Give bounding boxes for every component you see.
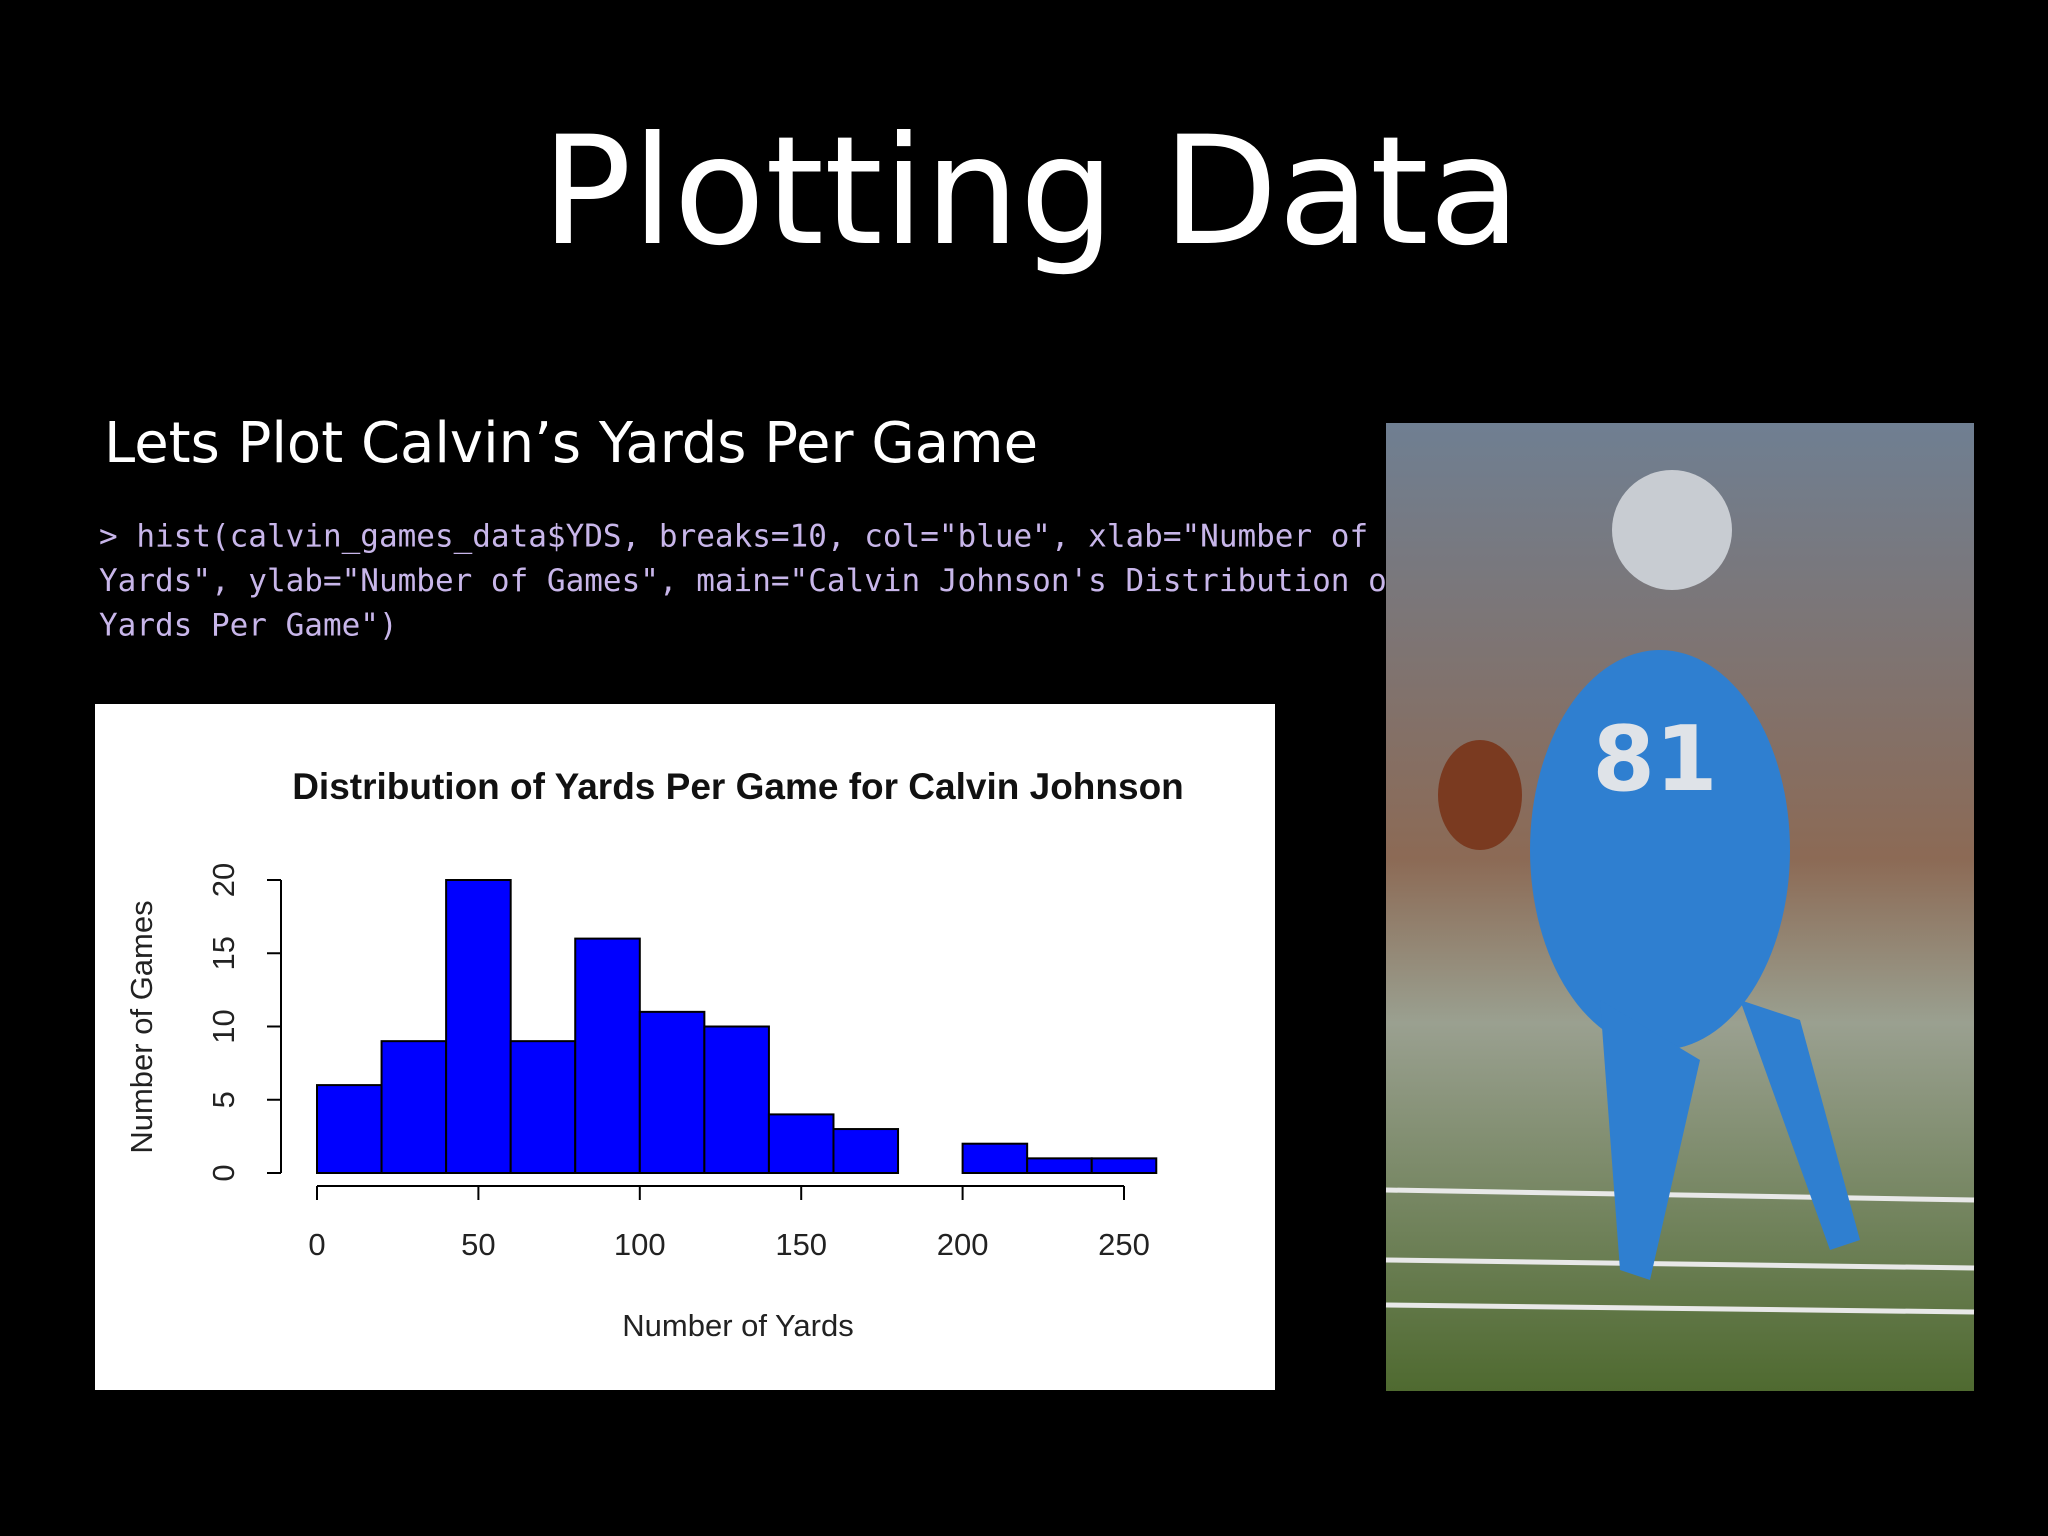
x-tick-label: 100 bbox=[614, 1227, 666, 1262]
player-photo: 81 bbox=[1385, 423, 1975, 1391]
bar bbox=[380, 1040, 448, 1175]
bar bbox=[316, 1084, 383, 1174]
chart-title: Distribution of Yards Per Game for Calvi… bbox=[292, 766, 1184, 807]
x-tick-label: 150 bbox=[775, 1227, 827, 1262]
subtitle: Lets Plot Calvin’s Yards Per Game bbox=[104, 411, 1038, 476]
bar bbox=[767, 1113, 835, 1175]
y-axis-label: Number of Games bbox=[124, 900, 159, 1153]
slide-title: Plotting Data bbox=[541, 105, 1520, 279]
x-tick-label: 50 bbox=[461, 1227, 495, 1262]
football bbox=[1438, 740, 1522, 850]
x-tick-label: 200 bbox=[937, 1227, 989, 1262]
bar bbox=[832, 1128, 900, 1175]
jersey bbox=[1530, 650, 1790, 1050]
y-tick-label: 15 bbox=[206, 936, 241, 970]
bar bbox=[574, 937, 641, 1174]
jersey-number: 81 bbox=[1592, 707, 1717, 812]
code-line: > hist(calvin_games_data$YDS, breaks=10,… bbox=[99, 519, 1368, 555]
helmet bbox=[1612, 470, 1732, 590]
code-line: Yards", ylab="Number of Games", main="Ca… bbox=[99, 563, 1405, 599]
x-axis-label: Number of Yards bbox=[622, 1308, 853, 1343]
code-block: > hist(calvin_games_data$YDS, breaks=10,… bbox=[99, 519, 1405, 644]
bar bbox=[445, 879, 512, 1174]
code-line: Yards Per Game") bbox=[99, 608, 398, 644]
y-tick-label: 0 bbox=[206, 1164, 241, 1181]
bar bbox=[1026, 1157, 1093, 1174]
bar bbox=[509, 1040, 577, 1175]
x-tick-label: 0 bbox=[308, 1227, 325, 1262]
y-tick-label: 5 bbox=[206, 1091, 241, 1108]
x-tick-label: 250 bbox=[1098, 1227, 1150, 1262]
histogram-chart: Distribution of Yards Per Game for Calvi… bbox=[124, 766, 1184, 1343]
bar bbox=[1090, 1157, 1158, 1174]
leg bbox=[1600, 1000, 1700, 1280]
bar bbox=[703, 1025, 770, 1174]
y-tick-label: 20 bbox=[206, 863, 241, 897]
bar bbox=[961, 1142, 1029, 1174]
bar bbox=[638, 1010, 706, 1174]
field-lines bbox=[1385, 1187, 1975, 1315]
leg bbox=[1740, 1000, 1860, 1250]
y-tick-label: 10 bbox=[206, 1009, 241, 1043]
